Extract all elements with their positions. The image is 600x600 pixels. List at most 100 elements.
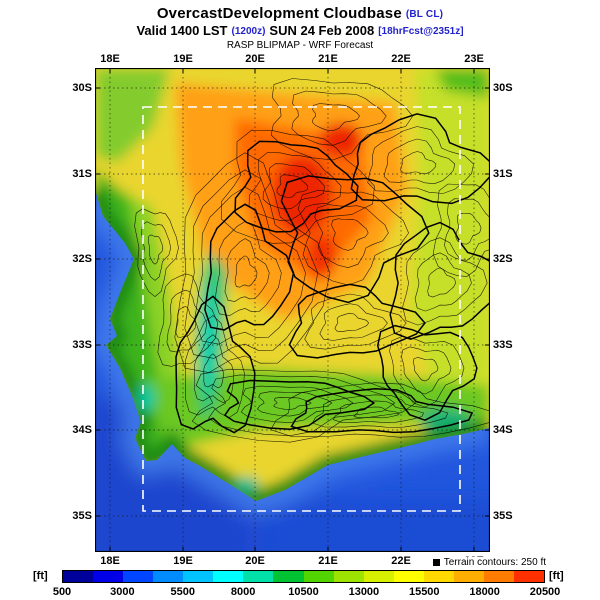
terrain-contour-legend: Terrain contours: 250 ft <box>430 557 548 568</box>
terrain-contour-line <box>291 90 387 146</box>
terrain-contour-line <box>234 255 258 288</box>
terrain-contour-line <box>427 267 457 298</box>
terrain-contour-line <box>194 186 306 345</box>
colorbar-segment <box>393 571 424 582</box>
terrain-contour-line <box>389 335 465 408</box>
lon-label-top: 18E <box>100 53 120 65</box>
colorbar-segment <box>93 571 124 582</box>
lat-label-left: 32S <box>72 253 92 265</box>
terrain-contour-line <box>332 400 425 424</box>
terrain-contour-line <box>376 324 478 422</box>
colorbar-unit-right: [ft] <box>549 570 564 582</box>
terrain-contour-line <box>311 394 449 428</box>
colorbar-segment <box>363 571 394 582</box>
terrain-contour-line <box>175 295 256 434</box>
colorbar-tick-label: 5500 <box>170 586 195 598</box>
forecast-info: [18hrFcst@2351z] <box>378 26 464 37</box>
terrain-contour-line <box>270 382 490 438</box>
terrain-contours <box>134 78 490 443</box>
terrain-contour-line <box>214 221 282 317</box>
model-line: RASP BLIPMAP - WRF Forecast <box>226 40 374 51</box>
lon-label-top: 21E <box>318 53 338 65</box>
terrain-contour-line <box>166 289 208 353</box>
colorbar-tick-label: 10500 <box>288 586 319 598</box>
terrain-contour-line <box>412 357 439 382</box>
valid-line: Valid 1400 LST (1200z) SUN 24 Feb 2008 [18h… <box>0 23 600 38</box>
terrain-contour-line <box>402 237 488 326</box>
forecast-map <box>95 68 490 552</box>
terrain-contour-line <box>248 152 342 221</box>
terrain-contour-line <box>184 169 319 359</box>
terrain-contour-line <box>220 129 375 244</box>
colorbar-segment <box>213 571 244 582</box>
terrain-contour-line <box>240 385 354 423</box>
lat-label-right: 34S <box>493 424 513 436</box>
colorbar-segment <box>273 571 304 582</box>
terrain-contour-line <box>290 387 474 434</box>
title-text: OvercastDevelopment Cloudbase <box>156 5 402 22</box>
land <box>95 68 490 501</box>
colorbar-tick-label: 18000 <box>469 586 500 598</box>
inner-domain-boundary <box>142 106 461 512</box>
colorbar-segment <box>483 571 514 582</box>
terrain-contour-line <box>334 312 370 333</box>
lat-label-left: 34S <box>72 424 92 436</box>
terrain-contour-line <box>224 238 270 302</box>
terrain-contour-line <box>157 273 219 367</box>
terrain-contour-line <box>276 174 309 198</box>
lat-label-right: 35S <box>493 510 513 522</box>
terrain-contour-line <box>280 175 430 304</box>
lon-label-top: 22E <box>391 53 411 65</box>
terrain-contour-line <box>174 152 331 373</box>
terrain-contour-line <box>367 126 474 194</box>
lat-label-left: 31S <box>72 168 92 180</box>
lon-label-top: 23E <box>464 53 484 65</box>
colorbar-segment <box>333 571 364 582</box>
colorbar-tick-label: 500 <box>52 586 72 598</box>
legend-square-icon <box>432 559 440 566</box>
terrain-contour-line <box>331 218 369 251</box>
lon-label-top: 19E <box>173 53 193 65</box>
colorbar-segment <box>513 571 544 582</box>
terrain-contour-line <box>234 140 359 233</box>
title-suffix: (BL CL) <box>405 9 444 20</box>
terrain-contour-line <box>304 293 407 350</box>
terrain-contour-line <box>297 189 409 286</box>
colorbar-segment <box>183 571 214 582</box>
valid-time: Valid 1400 LST <box>136 23 228 38</box>
terrain-contour-line <box>141 221 172 281</box>
terrain-contour-line <box>314 204 389 269</box>
terrain-note-text: Terrain contours: 250 ft <box>443 557 546 568</box>
lon-label-bottom: 18E <box>100 555 120 567</box>
map-canvas <box>95 68 490 552</box>
valid-date: SUN 24 Feb 2008 <box>269 23 375 38</box>
lat-label-left: 33S <box>72 339 92 351</box>
terrain-contour-line <box>256 391 333 417</box>
page-title: OvercastDevelopment Cloudbase (BL CL) <box>0 5 600 22</box>
terrain-contour-line <box>414 252 472 312</box>
lon-label-top: 20E <box>245 53 265 65</box>
terrain-contour-line <box>134 208 179 297</box>
lat-label-left: 35S <box>72 510 92 522</box>
terrain-contour-line <box>147 234 164 265</box>
lat-label-right: 31S <box>493 168 513 180</box>
lon-label-bottom: 20E <box>245 555 265 567</box>
colorbar-segment <box>423 571 454 582</box>
lon-label-bottom: 21E <box>318 555 338 567</box>
terrain-contour-line <box>194 334 235 404</box>
terrain-contour-line <box>383 138 456 185</box>
colorbar-segment <box>453 571 484 582</box>
terrain-contour-line <box>175 306 197 338</box>
colorbar-tick-label: 13000 <box>348 586 380 598</box>
header: OvercastDevelopment Cloudbase (BL CL) Val… <box>0 5 600 51</box>
terrain-contour-line <box>350 113 490 205</box>
terrain-contour-line <box>444 198 490 261</box>
terrain-contour-line <box>455 212 482 245</box>
colorbar-tick-label: 8000 <box>230 586 256 598</box>
terrain-contour-line <box>353 406 400 419</box>
lat-label-right: 33S <box>493 339 513 351</box>
map-frame <box>95 68 490 552</box>
lon-label-bottom: 22E <box>391 555 411 567</box>
colorbar-segment <box>153 571 184 582</box>
